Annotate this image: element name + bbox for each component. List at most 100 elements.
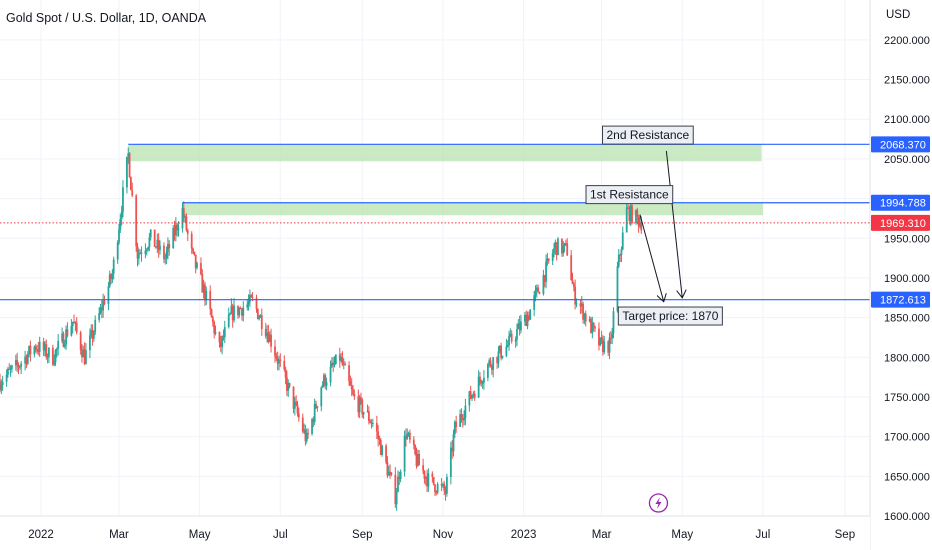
candle: [561, 238, 563, 257]
candle-body: [637, 216, 640, 227]
candle: [233, 298, 235, 323]
candle: [81, 344, 83, 363]
candle: [524, 312, 526, 326]
candle: [545, 254, 547, 289]
candle: [617, 249, 620, 269]
candle-body: [489, 360, 492, 366]
candle-body: [159, 245, 161, 251]
annotation-text: 1st Resistance: [590, 188, 669, 202]
candle: [555, 241, 558, 261]
annotation-box: [585, 185, 674, 205]
candle-body: [583, 313, 586, 320]
candle: [516, 323, 518, 347]
candle: [140, 246, 143, 262]
candle-body: [505, 346, 508, 356]
candle-body: [251, 297, 254, 299]
candle: [172, 224, 175, 249]
candle-body: [333, 363, 336, 366]
x-tick-label: 2022: [28, 529, 54, 541]
candle-body: [18, 366, 21, 368]
candle-body: [571, 279, 574, 284]
candle: [122, 180, 124, 218]
candle-body: [131, 190, 134, 196]
candle-body: [334, 354, 337, 364]
candle-body: [140, 252, 143, 255]
candle-body: [45, 344, 48, 358]
candle-body: [214, 331, 217, 334]
candle: [194, 254, 197, 274]
lightning-icon[interactable]: [648, 493, 669, 513]
candle-body: [496, 357, 499, 364]
candle: [210, 308, 213, 318]
candle-body: [490, 365, 493, 370]
candle-body: [588, 318, 591, 322]
candle-body: [386, 462, 389, 476]
candle: [46, 353, 49, 364]
candle: [129, 176, 132, 191]
candle: [510, 330, 513, 344]
candle: [361, 397, 364, 418]
candle-body: [241, 308, 243, 316]
candle-body: [527, 315, 530, 320]
candle: [399, 469, 402, 483]
candle: [214, 325, 217, 336]
candle-body: [286, 377, 288, 391]
resistance-zone: [128, 144, 762, 162]
candle-body: [416, 453, 419, 466]
candle: [394, 467, 397, 508]
candle: [629, 200, 632, 227]
candle-body: [598, 328, 600, 346]
candle: [350, 377, 353, 397]
candle: [284, 366, 287, 385]
candle-body: [342, 363, 345, 365]
candle-body: [16, 360, 19, 366]
candle: [486, 362, 489, 382]
candle-body: [375, 422, 378, 432]
candle-body: [360, 397, 362, 400]
candle-body: [367, 411, 370, 422]
candle-body: [408, 432, 411, 440]
candle: [153, 229, 156, 247]
candle-body: [348, 365, 350, 381]
candle: [360, 392, 362, 405]
candle-body: [231, 305, 234, 321]
candle-body: [517, 323, 520, 330]
candle: [54, 349, 57, 366]
candle-body: [590, 318, 592, 334]
candle-body: [535, 287, 538, 291]
annotation: Target price: 1870: [617, 306, 723, 326]
candle: [390, 472, 393, 477]
candle: [255, 294, 258, 313]
candle-body: [54, 350, 57, 363]
candle-body: [340, 357, 343, 361]
candle: [264, 322, 267, 339]
candle-body: [390, 472, 393, 475]
candle-body: [223, 327, 226, 338]
candle: [371, 418, 374, 427]
projection-arrow: [665, 150, 682, 298]
candle: [276, 351, 279, 371]
candle-body: [639, 222, 641, 227]
candle: [543, 274, 546, 288]
candle: [509, 328, 512, 338]
x-tick-label: Mar: [592, 529, 612, 541]
candle: [564, 239, 567, 246]
candle-body: [445, 476, 448, 494]
candle-body: [0, 385, 3, 390]
candle-body: [247, 301, 250, 305]
candle: [602, 335, 604, 356]
candle: [36, 344, 38, 355]
candle: [423, 470, 426, 484]
candle: [557, 237, 559, 256]
candle: [305, 428, 308, 444]
candle-body: [89, 335, 91, 351]
candle: [292, 386, 295, 414]
candle: [259, 314, 262, 318]
candle-body: [415, 454, 418, 466]
candle-body: [174, 224, 177, 236]
candle: [219, 335, 222, 353]
candle-body: [403, 435, 406, 472]
candle: [295, 395, 298, 407]
candle-body: [324, 375, 327, 386]
